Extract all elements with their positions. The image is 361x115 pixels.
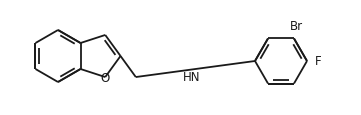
- Text: F: F: [315, 55, 322, 68]
- Text: Br: Br: [290, 20, 303, 33]
- Text: HN: HN: [183, 70, 200, 83]
- Text: O: O: [101, 71, 110, 84]
